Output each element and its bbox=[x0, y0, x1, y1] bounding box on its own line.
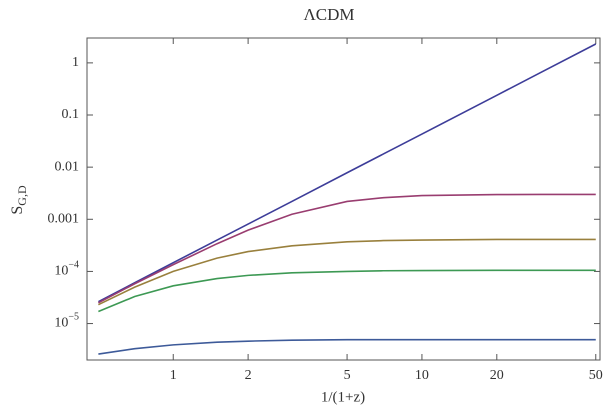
x-tick-label: 20 bbox=[490, 368, 504, 383]
x-tick-label: 5 bbox=[344, 368, 351, 383]
y-tick-base: 10 bbox=[54, 316, 68, 331]
series-line bbox=[98, 338, 596, 355]
y-tick-exponent: −4 bbox=[68, 260, 79, 271]
y-axis-label-main: S bbox=[9, 206, 26, 215]
x-tick-label: 10 bbox=[415, 368, 429, 383]
series-line bbox=[98, 43, 597, 303]
y-tick-base: 10 bbox=[54, 264, 68, 279]
x-tick-label: 50 bbox=[589, 368, 603, 383]
x-axis-label: 1/(1+z) bbox=[321, 389, 365, 405]
plot-frame bbox=[86, 37, 601, 361]
x-tick-label: 2 bbox=[245, 368, 252, 383]
series-line bbox=[98, 269, 596, 313]
y-tick-label: 10−4 bbox=[54, 260, 79, 279]
series-line bbox=[98, 193, 596, 304]
y-tick-label: 10−5 bbox=[54, 312, 79, 331]
y-tick-label: 0.001 bbox=[48, 212, 80, 227]
chart-title: ΛCDM bbox=[303, 5, 354, 24]
y-axis-label: SG,D bbox=[9, 185, 29, 215]
y-tick-label: 0.01 bbox=[55, 159, 80, 174]
y-tick-label: 1 bbox=[72, 55, 79, 70]
y-tick-exponent: −5 bbox=[68, 312, 79, 323]
y-axis-label-sub: G,D bbox=[15, 185, 29, 206]
series-line bbox=[98, 238, 596, 306]
y-tick-label: 0.1 bbox=[62, 107, 80, 122]
x-tick-label: 1 bbox=[170, 368, 177, 383]
